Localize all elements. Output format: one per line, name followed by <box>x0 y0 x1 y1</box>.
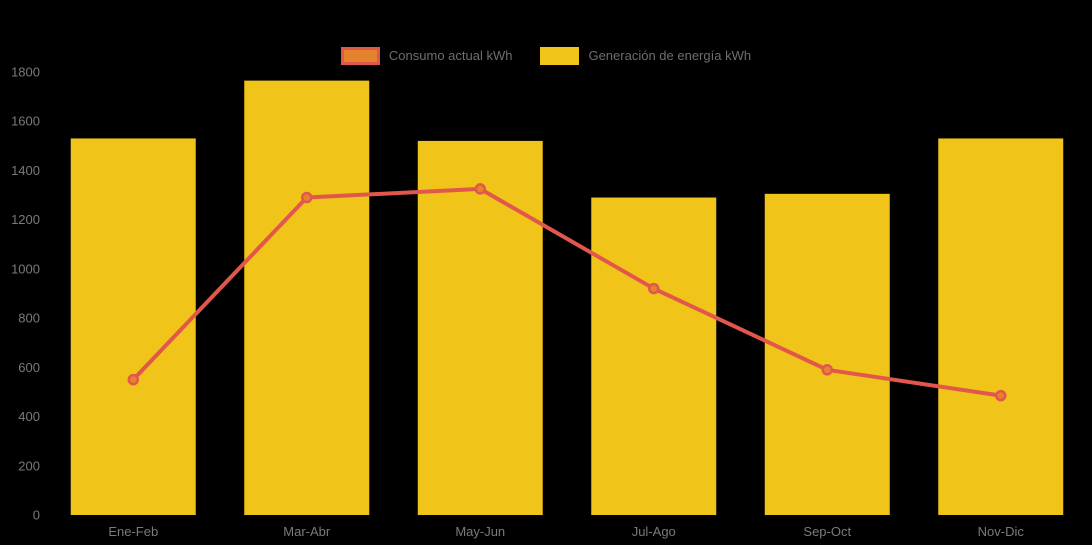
y-axis-tick-label: 1400 <box>11 163 40 178</box>
consumo-actual-point <box>474 183 486 195</box>
y-axis-tick-label: 1000 <box>11 261 40 276</box>
legend-swatch-line-series <box>340 47 380 65</box>
consumo-actual-point <box>127 373 139 386</box>
legend-swatch-bar-series <box>540 47 580 65</box>
chart-legend: Consumo actual kWh Generación de energía… <box>0 47 1092 65</box>
consumo-actual-line <box>131 186 1003 398</box>
x-axis-category-label: Mar-Abr <box>283 524 331 539</box>
consumo-actual-point <box>821 364 833 376</box>
bar-generacion-energia <box>764 193 890 515</box>
legend-label-generacion-energia: Generación de energía kWh <box>588 48 752 63</box>
x-axis-category-label: Nov-Dic <box>978 524 1025 539</box>
bar-generacion-energia <box>244 80 370 515</box>
y-axis-tick-label: 1600 <box>11 114 40 129</box>
y-axis-tick-label: 0 <box>33 508 40 523</box>
legend-label-consumo-actual: Consumo actual kWh <box>388 48 513 63</box>
y-axis-tick-label: 800 <box>18 311 40 326</box>
y-axis-tick-label: 400 <box>18 409 40 424</box>
x-axis-category-label: Sep-Oct <box>803 524 851 539</box>
y-axis-tick-label: 1800 <box>11 65 40 80</box>
y-axis-tick-label: 600 <box>18 360 40 375</box>
x-axis-category-label: Ene-Feb <box>108 524 158 539</box>
consumo-actual-point <box>301 191 313 204</box>
consumo-actual-point <box>995 389 1007 402</box>
y-axis-tick-label: 200 <box>18 458 40 473</box>
bar-generacion-energia <box>70 138 196 515</box>
bar-generacion-energia <box>938 138 1064 515</box>
legend-item-consumo-actual[interactable]: Consumo actual kWh <box>340 47 513 65</box>
x-axis-category-label: May-Jun <box>455 524 505 539</box>
x-axis-category-label: Jul-Ago <box>632 524 676 539</box>
y-axis-tick-label: 1200 <box>11 212 40 227</box>
consumo-actual-point <box>648 282 660 295</box>
legend-item-generacion-energia[interactable]: Generación de energía kWh <box>540 47 751 65</box>
bar-generacion-energia <box>417 140 543 515</box>
bar-generacion-energia <box>591 197 717 515</box>
